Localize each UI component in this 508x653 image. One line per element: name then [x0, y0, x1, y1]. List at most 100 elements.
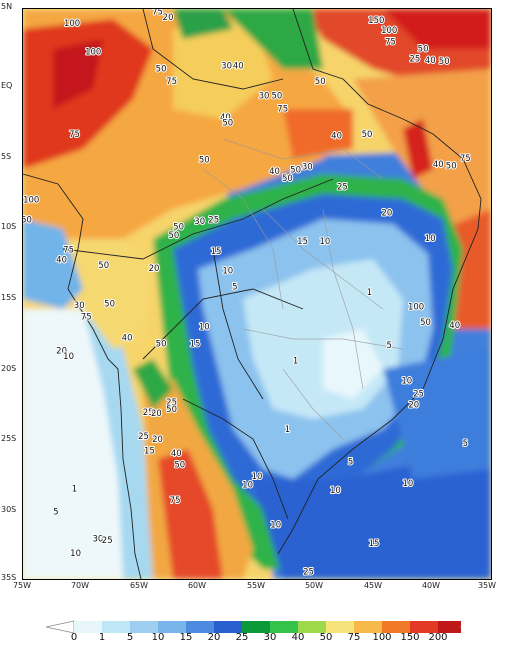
contour-label: 20	[152, 435, 163, 445]
precipitation-map: 1007520251005075304015010075502540505030…	[22, 8, 492, 580]
contour-label: 40	[56, 255, 67, 265]
contour-label: 20	[56, 347, 67, 357]
lat-label: EQ	[1, 81, 13, 90]
contour-label: 25	[166, 398, 177, 408]
legend-value: 150	[400, 632, 420, 643]
legend-swatch	[354, 621, 382, 633]
lat-label: 20S	[1, 364, 17, 373]
contour-label: 15	[190, 339, 201, 349]
contour-label: 10	[270, 520, 281, 530]
lat-label: 15S	[1, 293, 17, 302]
contour-label: 75	[460, 154, 471, 164]
precipitation-fill	[23, 9, 491, 579]
contour-label: 20	[151, 409, 162, 419]
legend-value: 25	[235, 632, 249, 643]
legend-swatch	[326, 621, 354, 633]
legend-value: 30	[263, 632, 277, 643]
contour-label: 15	[369, 539, 380, 549]
contour-label: 150	[368, 16, 384, 26]
legend-value: 10	[151, 632, 165, 643]
contour-labels: 1007520251005075304015010075502540505030…	[23, 9, 472, 578]
contour-label: 40	[171, 449, 182, 459]
legend-swatch	[242, 621, 270, 633]
contour-label: 100	[381, 26, 397, 36]
contour-label: 50	[173, 223, 184, 233]
state-boundaries	[202, 138, 404, 440]
lon-label: 70W	[70, 581, 90, 590]
lat-label: 30S	[1, 505, 17, 514]
lon-label: 55W	[246, 581, 266, 590]
legend-swatch	[410, 621, 438, 633]
legend-colorbar	[46, 620, 461, 634]
contour-label: 20	[163, 13, 174, 23]
legend-value: 75	[347, 632, 361, 643]
lat-label: 25S	[1, 434, 17, 443]
legend-swatch	[158, 621, 186, 633]
contour-label: 75	[69, 130, 80, 140]
contour-label: 5	[348, 458, 353, 468]
contour-label: 50	[439, 57, 450, 67]
legend-swatch	[382, 621, 410, 633]
contour-label: 50	[156, 64, 167, 74]
contour-label: 25	[138, 432, 149, 442]
contour-label: 30	[221, 62, 232, 72]
contour-label: 10	[222, 267, 233, 277]
legend-swatch	[438, 621, 461, 633]
contour-label: 25	[228, 9, 239, 10]
lat-label: 10S	[1, 222, 17, 231]
contour-label: 50	[282, 174, 293, 184]
contour-label: 10	[330, 486, 341, 496]
lon-label: 65W	[129, 581, 149, 590]
contour-label: 10	[70, 549, 81, 559]
contour-label: 10	[242, 480, 253, 490]
legend-swatch	[102, 621, 130, 633]
contour-label: 100	[85, 47, 101, 57]
legend-value: 1	[98, 632, 106, 643]
contour-label: 10	[63, 352, 74, 362]
contour-label: 25	[303, 567, 314, 577]
contour-label: 1	[293, 357, 298, 367]
contour-label: 10	[252, 472, 263, 482]
legend-value: 0	[70, 632, 78, 643]
contour-label: 75	[152, 9, 163, 17]
contour-label: 25	[337, 183, 348, 193]
contour-label: 75	[385, 37, 396, 47]
legend-value: 15	[179, 632, 193, 643]
contour-label: 25	[409, 54, 420, 64]
contour-label: 1	[367, 288, 372, 298]
contour-label: 50	[362, 130, 373, 140]
boundaries	[23, 9, 482, 579]
legend-value: 20	[207, 632, 221, 643]
legend-arrow-high	[460, 626, 461, 628]
contour-label: 40	[269, 167, 280, 177]
lon-label: 60W	[187, 581, 207, 590]
contour-label: 50	[174, 461, 185, 471]
contour-label: 50	[290, 166, 301, 176]
contour-label: 20	[408, 401, 419, 411]
contour-label: 25	[102, 536, 113, 546]
contour-label: 25	[143, 408, 154, 418]
legend-swatch	[186, 621, 214, 633]
contour-label: 10	[199, 322, 210, 332]
lon-label: 45W	[363, 581, 383, 590]
contour-label: 40	[449, 321, 460, 331]
legend-value: 100	[372, 632, 392, 643]
contour-label: 50	[222, 119, 233, 129]
contour-label: 25	[208, 215, 219, 225]
contour-label: 50	[104, 300, 115, 310]
contour-label: 100	[64, 19, 80, 29]
contour-label: 50	[420, 318, 431, 328]
lon-label: 50W	[304, 581, 324, 590]
contour-label: 30	[92, 535, 103, 545]
contour-label: 1	[72, 485, 77, 495]
contour-label: 50	[199, 156, 210, 166]
contour-label: 75	[166, 77, 177, 87]
lat-label: 5N	[1, 2, 13, 11]
contour-label: 75	[63, 245, 74, 255]
contour-label: 15	[297, 237, 308, 247]
contour-label: 10	[319, 237, 330, 247]
contour-label: 75	[277, 104, 288, 114]
contour-label: 50	[168, 231, 179, 241]
contour-label: 40	[425, 56, 436, 66]
contour-label: 5	[232, 282, 237, 292]
